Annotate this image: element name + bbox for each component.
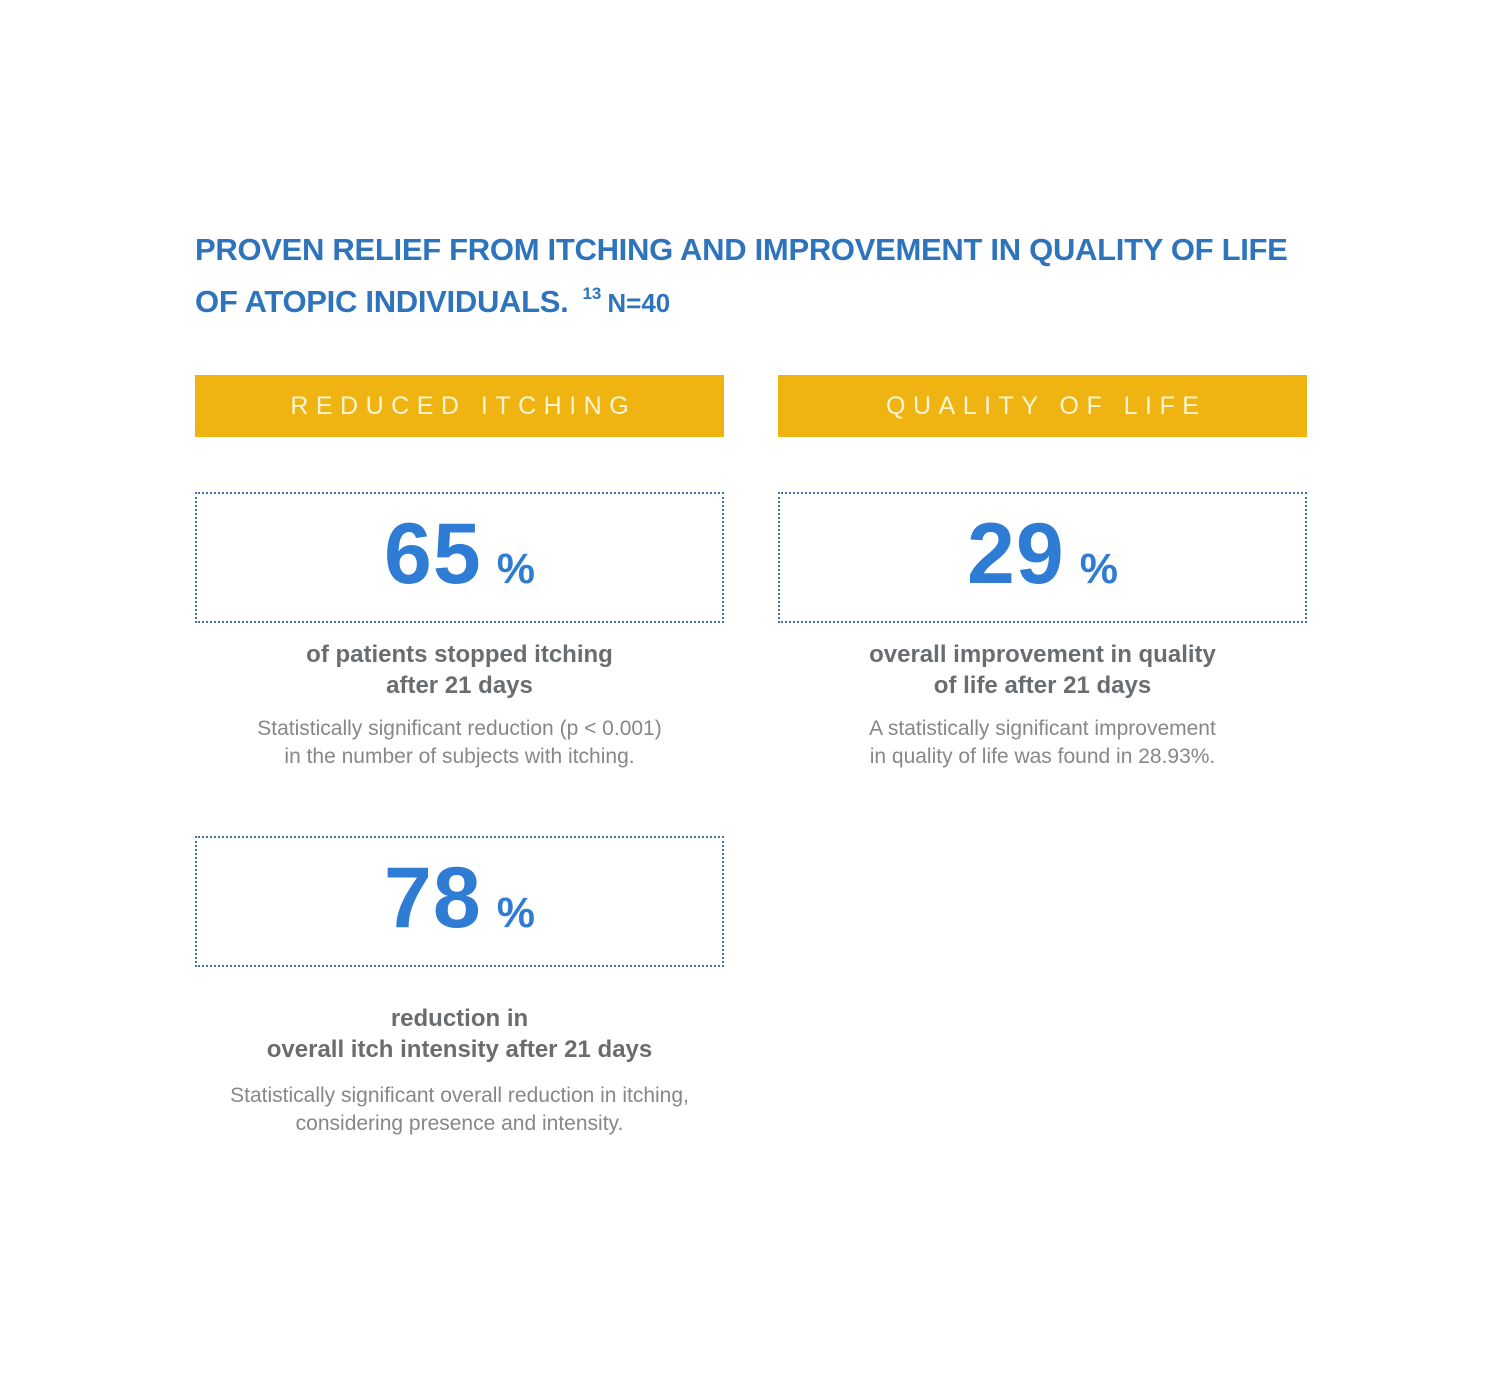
- banner-quality-of-life: QUALITY OF LIFE: [778, 375, 1307, 437]
- column-quality-of-life: QUALITY OF LIFE 29% overall improvement …: [778, 375, 1307, 771]
- caption-line: of patients stopped itching: [306, 641, 613, 668]
- title-line2: OF ATOPIC INDIVIDUALS.: [195, 284, 569, 319]
- banner-reduced-itching: REDUCED ITCHING: [195, 375, 724, 437]
- stat-caption: of patients stopped itching after 21 day…: [195, 639, 724, 701]
- percent-sign: %: [1079, 545, 1118, 593]
- stat-block-78-percent: 78% reduction in overall itch intensity …: [195, 836, 724, 1138]
- detail-line: A statistically significant improvement: [869, 717, 1216, 740]
- percent-sign: %: [496, 545, 535, 593]
- caption-line: reduction in: [390, 1005, 529, 1032]
- stat-value: 29: [967, 506, 1065, 602]
- column-reduced-itching: REDUCED ITCHING 65% of patients stopped …: [195, 375, 724, 1138]
- detail-line: in the number of subjects with itching.: [284, 745, 635, 768]
- stat-box-65-percent: 65%: [195, 492, 724, 623]
- stat-detail: Statistically significant reduction (p <…: [195, 715, 724, 771]
- banner-reduced-itching-label: REDUCED ITCHING: [290, 391, 637, 420]
- stat-block-65-percent: 65% of patients stopped itching after 21…: [195, 492, 724, 771]
- banner-quality-of-life-label: QUALITY OF LIFE: [886, 391, 1207, 420]
- detail-line: Statistically significant overall reduct…: [230, 1084, 689, 1107]
- stat-value: 78: [384, 850, 482, 946]
- title-block: PROVEN RELIEF FROM ITCHING AND IMPROVEME…: [195, 228, 1325, 325]
- detail-line: considering presence and intensity.: [295, 1112, 624, 1135]
- percent-sign: %: [496, 889, 535, 937]
- stat-block-29-percent: 29% overall improvement in quality of li…: [778, 492, 1307, 771]
- sample-size-label: N=40: [607, 288, 671, 318]
- title-line1: PROVEN RELIEF FROM ITCHING AND IMPROVEME…: [195, 232, 1288, 267]
- caption-line: overall itch intensity after 21 days: [266, 1036, 653, 1063]
- caption-line: of life after 21 days: [933, 672, 1152, 699]
- page-title: PROVEN RELIEF FROM ITCHING AND IMPROVEME…: [195, 228, 1325, 325]
- stat-detail: A statistically significant improvement …: [778, 715, 1307, 771]
- stat-caption: overall improvement in quality of life a…: [778, 639, 1307, 701]
- stat-caption: reduction in overall itch intensity afte…: [195, 1003, 724, 1065]
- detail-line: in quality of life was found in 28.93%.: [869, 745, 1216, 768]
- detail-line: Statistically significant reduction (p <…: [257, 717, 662, 740]
- stat-detail: Statistically significant overall reduct…: [195, 1082, 724, 1138]
- caption-line: overall improvement in quality: [869, 641, 1216, 668]
- caption-line: after 21 days: [386, 672, 533, 699]
- stat-value: 65: [384, 506, 482, 602]
- stat-box-29-percent: 29%: [778, 492, 1307, 623]
- footnote-reference: 13: [582, 284, 602, 303]
- stat-box-78-percent: 78%: [195, 836, 724, 967]
